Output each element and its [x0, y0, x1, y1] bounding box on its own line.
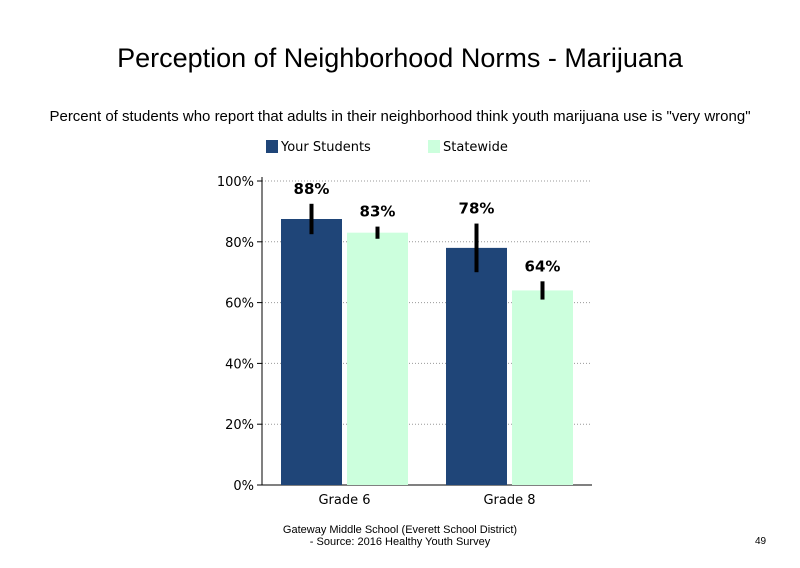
y-tick-label-20: 20% [225, 418, 254, 433]
data-label-0-0: 88% [294, 180, 330, 198]
legend-item-your-students: Your Students [266, 140, 371, 155]
data-label-0-1: 78% [459, 200, 495, 218]
chart-subtitle: Percent of students who report that adul… [49, 108, 751, 125]
bar-chart: 0% 20% 40% 60% 80% 100% 88% 83% Grade 6 78% 64% Gra… [217, 175, 592, 508]
chart-subtitle-wrap: Percent of students who report that adul… [0, 108, 800, 136]
footer: Gateway Middle School (Everett School Di… [250, 524, 550, 548]
y-tick-label-100: 100% [217, 175, 254, 190]
y-tick-label-60: 60% [225, 297, 254, 312]
legend-label-statewide: Statewide [443, 140, 508, 155]
bar-0-0 [281, 219, 342, 485]
legend-swatch-statewide [428, 140, 440, 153]
x-tick-label-1: Grade 8 [483, 493, 535, 508]
chart-title: Perception of Neighborhood Norms - Marij… [117, 43, 683, 73]
bar-1-0 [347, 232, 408, 485]
page-number: 49 [755, 536, 767, 547]
data-label-1-0: 83% [360, 203, 396, 221]
y-tick-label-0: 0% [233, 479, 254, 494]
bar-1-1 [512, 290, 573, 485]
legend-swatch-your-students [266, 140, 278, 153]
data-label-1-1: 64% [525, 257, 561, 275]
legend-label-your-students: Your Students [281, 140, 371, 155]
footer-source: - Source: 2016 Healthy Youth Survey [309, 536, 491, 548]
bar-0-1 [446, 247, 507, 485]
legend-item-statewide: Statewide [428, 140, 508, 155]
footer-school: Gateway Middle School (Everett School Di… [282, 524, 518, 536]
x-tick-label-0: Grade 6 [318, 493, 370, 508]
y-tick-label-80: 80% [225, 236, 254, 251]
y-tick-label-40: 40% [225, 357, 254, 372]
